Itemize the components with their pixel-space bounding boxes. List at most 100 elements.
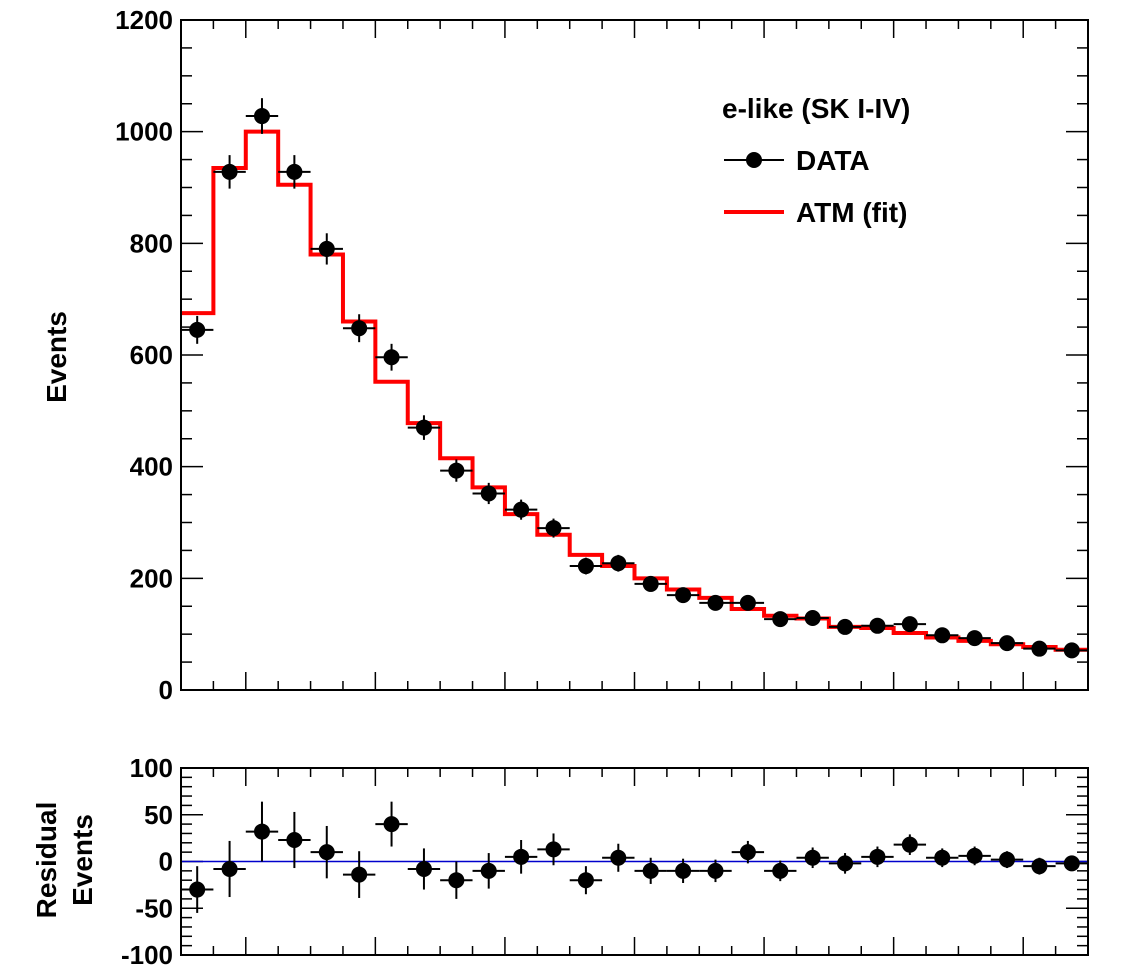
data-marker xyxy=(804,849,821,866)
data-marker xyxy=(837,855,854,872)
data-point xyxy=(893,616,927,633)
data-point xyxy=(764,611,797,628)
data-marker xyxy=(772,862,789,879)
data-point xyxy=(602,554,635,572)
data-point xyxy=(926,627,959,644)
y-tick-label: -50 xyxy=(135,893,173,923)
data-marker xyxy=(739,594,756,611)
data-point xyxy=(1055,642,1088,659)
data-points xyxy=(181,98,1088,659)
data-marker xyxy=(1063,642,1080,659)
legend-fit-label: ATM (fit) xyxy=(796,197,907,228)
data-marker xyxy=(221,860,238,877)
data-marker xyxy=(610,849,627,866)
fit-histogram xyxy=(181,129,1088,652)
bottom-panel: -100 -50 0 50 100 Residual Events xyxy=(31,753,1089,970)
data-marker xyxy=(610,555,627,572)
residual-point xyxy=(634,857,667,884)
y-tick-label: 50 xyxy=(144,800,173,830)
data-marker xyxy=(221,163,238,180)
residual-point xyxy=(1023,857,1056,875)
residual-point xyxy=(699,859,732,883)
data-marker xyxy=(675,862,692,879)
top-panel: 0 200 400 600 800 1000 1200 Events xyxy=(41,5,1089,705)
y-tick-label: 200 xyxy=(130,563,173,593)
data-point xyxy=(958,630,991,647)
residual-point xyxy=(375,801,408,847)
data-marker xyxy=(253,108,270,125)
residual-point xyxy=(796,847,829,869)
data-marker xyxy=(966,847,983,864)
data-marker xyxy=(772,611,789,628)
data-marker xyxy=(642,575,659,592)
data-point xyxy=(666,587,700,604)
y-tick-label: 100 xyxy=(130,753,173,783)
data-point xyxy=(407,415,441,440)
data-marker xyxy=(739,844,756,861)
residual-point xyxy=(181,866,214,913)
data-point xyxy=(440,459,473,482)
legend-data-marker-icon xyxy=(746,152,762,168)
data-marker xyxy=(286,831,303,848)
data-point xyxy=(181,315,214,344)
data-marker xyxy=(513,501,530,518)
y-axis-title: Events xyxy=(41,311,72,403)
data-marker xyxy=(189,321,206,338)
residual-point xyxy=(278,811,311,869)
data-marker xyxy=(707,862,724,879)
data-marker xyxy=(675,587,692,604)
residual-point xyxy=(893,834,927,855)
data-marker xyxy=(318,240,335,257)
data-marker xyxy=(804,609,821,626)
residual-point xyxy=(731,840,765,864)
residual-point xyxy=(504,839,538,874)
legend: e-like (SK I-IV) DATA ATM (fit) xyxy=(722,93,910,228)
data-marker xyxy=(1031,640,1048,657)
residual-point xyxy=(990,851,1024,869)
data-point xyxy=(213,155,246,189)
bottom-plot-frame xyxy=(180,767,1089,956)
y-tick-label: 600 xyxy=(130,340,173,370)
residual-point xyxy=(764,860,797,882)
residual-point xyxy=(440,861,473,899)
data-point xyxy=(1023,640,1056,657)
data-marker xyxy=(286,163,303,180)
data-marker xyxy=(383,816,400,833)
legend-data-label: DATA xyxy=(796,145,870,176)
data-marker xyxy=(577,872,594,889)
data-marker xyxy=(934,627,951,644)
data-point xyxy=(504,499,538,520)
residual-point xyxy=(245,801,279,862)
data-marker xyxy=(480,862,497,879)
data-marker xyxy=(448,462,465,479)
data-marker xyxy=(351,866,368,883)
residual-points xyxy=(181,801,1088,913)
data-point xyxy=(310,233,343,265)
data-marker xyxy=(577,558,594,575)
residual-point xyxy=(861,846,894,868)
data-point xyxy=(634,575,667,592)
y-tick-label: 1200 xyxy=(115,5,173,35)
residual-point xyxy=(958,846,991,866)
y-tick-label: 1000 xyxy=(115,117,173,147)
data-point xyxy=(861,617,894,634)
data-point xyxy=(375,343,408,371)
y-tick-label: 0 xyxy=(159,675,173,705)
data-marker xyxy=(837,618,854,635)
data-marker xyxy=(253,823,270,840)
legend-entry-data: DATA xyxy=(724,145,870,176)
residual-point xyxy=(310,825,343,879)
data-point xyxy=(699,594,732,611)
y-tick-label: 800 xyxy=(130,228,173,258)
data-marker xyxy=(966,630,983,647)
data-point xyxy=(472,482,505,505)
top-plot-frame xyxy=(180,19,1089,691)
residual-y-axis-title-line1: Residual xyxy=(31,802,62,919)
data-marker xyxy=(545,520,562,537)
data-point xyxy=(569,557,603,575)
residual-point xyxy=(342,851,376,898)
data-point xyxy=(245,98,279,134)
data-point xyxy=(342,314,376,343)
data-marker xyxy=(351,320,368,337)
